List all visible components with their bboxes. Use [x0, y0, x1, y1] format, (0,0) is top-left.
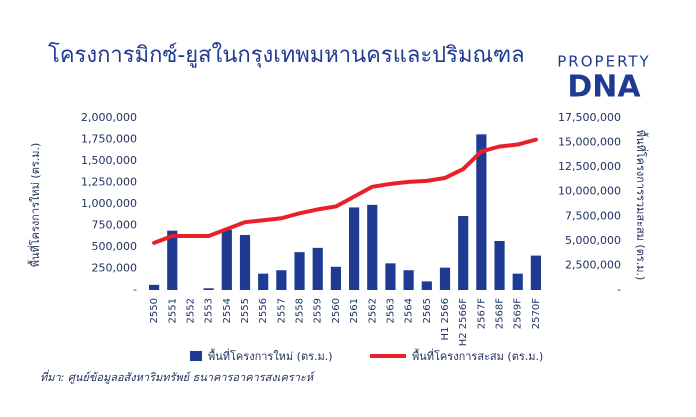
x-tick-label: 2560 — [331, 298, 342, 323]
y-tick-label: 2,000,000 — [81, 111, 137, 124]
x-tick-label: 2563 — [385, 298, 396, 323]
y2-axis-label: พื้นที่โครงการรวมสะสม (ตร.ม.) — [634, 130, 649, 281]
y2-tick-label: 12,500,000 — [558, 160, 621, 173]
bar — [476, 134, 487, 290]
y-tick-label: 750,000 — [92, 219, 138, 232]
bar — [203, 288, 214, 290]
legend-label: พื้นที่โครงการสะสม (ตร.ม.) — [412, 348, 543, 363]
y-tick-label: 1,000,000 — [81, 197, 137, 210]
y2-tick-label: 7,500,000 — [565, 209, 621, 222]
x-tick-label: 2552 — [185, 298, 196, 323]
x-tick-label: 2551 — [167, 298, 178, 323]
y-tick-label: 1,750,000 — [81, 133, 137, 146]
x-tick-label: 2562 — [367, 298, 378, 323]
x-tick-label: 2556 — [258, 298, 269, 323]
bar — [258, 273, 269, 290]
x-tick-label: 2567F — [476, 298, 487, 329]
legend-swatch — [190, 351, 202, 361]
bar — [439, 267, 451, 290]
x-tick-label: 2559 — [313, 298, 324, 323]
bar — [530, 255, 541, 290]
bar — [458, 216, 469, 290]
bar — [494, 240, 505, 290]
bar — [312, 247, 323, 290]
bar — [403, 270, 414, 290]
x-tick-label: H1 2566 — [440, 298, 451, 341]
y-axis-label: พื้นที่โครงการใหม่ (ตร.ม.) — [27, 143, 42, 268]
x-tick-label: 2564 — [404, 298, 415, 323]
x-tick-label: 2569F — [513, 298, 524, 329]
x-tick-label: H2 2566F — [458, 298, 469, 347]
y-tick-label: - — [133, 283, 137, 296]
y2-tick-label: 15,000,000 — [558, 136, 621, 149]
bar — [149, 284, 160, 290]
y-tick-label: 250,000 — [92, 262, 138, 275]
y2-tick-label: 5,000,000 — [565, 234, 621, 247]
x-tick-label: 2554 — [222, 298, 233, 323]
y2-tick-label: 2,500,000 — [565, 258, 621, 271]
bar — [349, 207, 360, 290]
bar — [385, 263, 396, 290]
x-tick-label: 2570F — [531, 298, 542, 329]
x-tick-label: 2558 — [295, 298, 306, 323]
bar — [239, 234, 251, 290]
source-note: ที่มา: ศูนย์ข้อมูลอสังหาริมทรัพย์ ธนาคาร… — [40, 369, 316, 384]
y-tick-label: 1,250,000 — [81, 176, 137, 189]
bar — [367, 204, 378, 290]
y-tick-label: 500,000 — [92, 240, 138, 253]
x-tick-label: 2550 — [149, 298, 160, 323]
y2-tick-label: 17,500,000 — [558, 111, 621, 124]
x-tick-label: 2565 — [422, 298, 433, 323]
bar — [421, 281, 432, 290]
logo-top: PROPERTY — [557, 53, 650, 71]
bar — [276, 270, 287, 290]
bar — [512, 273, 523, 290]
x-tick-label: 2568F — [495, 298, 506, 329]
y2-tick-label: - — [617, 283, 621, 296]
bar — [294, 252, 305, 290]
line — [152, 137, 538, 245]
legend-label: พื้นที่โครงการใหม่ (ตร.ม.) — [208, 348, 333, 363]
chart-title: โครงการมิกซ์-ยูสในกรุงเทพมหานครและปริมณฑ… — [48, 42, 525, 68]
logo-main: DNA — [567, 70, 641, 105]
y2-tick-label: 10,000,000 — [558, 185, 621, 198]
x-tick-label: 2555 — [240, 298, 251, 323]
x-tick-label: 2553 — [204, 298, 215, 323]
x-tick-label: 2561 — [349, 298, 360, 323]
bar — [330, 266, 341, 290]
bar — [221, 229, 232, 290]
bar — [167, 230, 178, 290]
x-tick-label: 2557 — [276, 298, 287, 323]
y-tick-label: 1,500,000 — [81, 154, 137, 167]
